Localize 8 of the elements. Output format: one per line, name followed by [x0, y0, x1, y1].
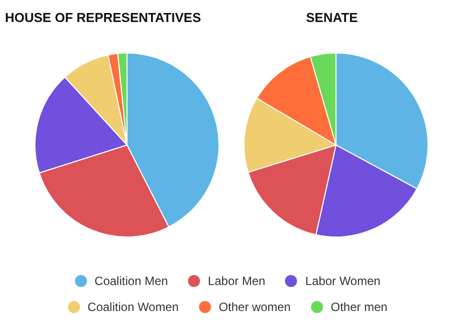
chart-title: SENATE	[306, 10, 358, 25]
chart-title: HOUSE OF REPRESENTATIVES	[5, 10, 201, 25]
legend-label: Coalition Men	[94, 274, 168, 288]
legend-label: Other women	[218, 300, 291, 314]
legend-label: Labor Men	[208, 274, 266, 288]
legend-label: Other men	[330, 300, 388, 314]
legend-label: Labor Women	[305, 274, 380, 288]
legend-label: Coalition Women	[88, 300, 179, 314]
